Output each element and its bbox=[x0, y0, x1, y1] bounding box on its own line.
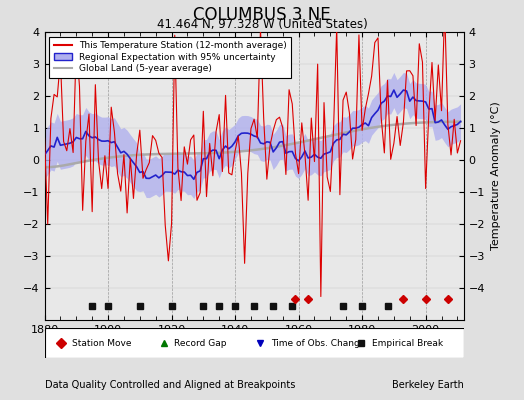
Text: 41.464 N, 97.328 W (United States): 41.464 N, 97.328 W (United States) bbox=[157, 18, 367, 31]
Text: Record Gap: Record Gap bbox=[174, 338, 227, 348]
Text: Station Move: Station Move bbox=[72, 338, 132, 348]
Text: Berkeley Earth: Berkeley Earth bbox=[392, 380, 464, 390]
Text: Time of Obs. Change: Time of Obs. Change bbox=[271, 338, 365, 348]
Legend: This Temperature Station (12-month average), Regional Expectation with 95% uncer: This Temperature Station (12-month avera… bbox=[49, 36, 291, 78]
Text: Empirical Break: Empirical Break bbox=[372, 338, 443, 348]
Text: COLUMBUS 3 NE: COLUMBUS 3 NE bbox=[193, 6, 331, 24]
Y-axis label: Temperature Anomaly (°C): Temperature Anomaly (°C) bbox=[490, 102, 500, 250]
Text: Data Quality Controlled and Aligned at Breakpoints: Data Quality Controlled and Aligned at B… bbox=[45, 380, 295, 390]
